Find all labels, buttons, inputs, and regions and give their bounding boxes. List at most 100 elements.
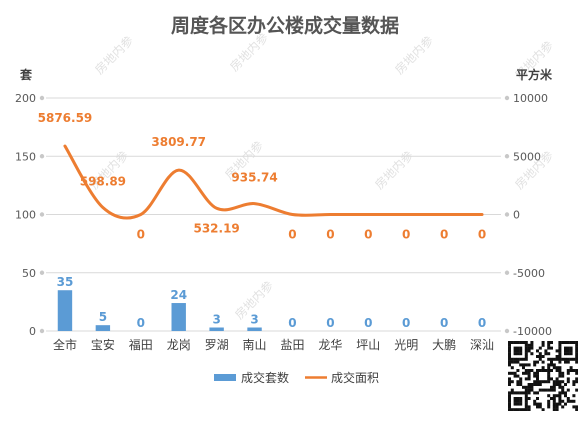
qr-module <box>538 357 542 361</box>
qr-module <box>541 360 545 364</box>
qr-module <box>527 369 531 372</box>
qr-module <box>566 349 570 353</box>
qr-module <box>527 385 531 389</box>
qr-module <box>513 374 517 378</box>
qr-module <box>510 388 514 392</box>
qr-module <box>516 383 520 386</box>
left-tick-marker <box>39 154 45 159</box>
legend-bar-swatch <box>214 374 236 381</box>
qr-module <box>550 377 553 381</box>
qr-module <box>527 346 531 350</box>
qr-module <box>524 355 528 358</box>
qr-module <box>558 357 562 361</box>
qr-module <box>547 405 551 409</box>
qr-module <box>552 388 556 392</box>
qr-module <box>552 357 556 361</box>
qr-module <box>550 388 553 392</box>
qr-module <box>524 394 528 398</box>
qr-module <box>519 383 523 386</box>
qr-module <box>558 374 562 378</box>
qr-module <box>519 402 523 406</box>
qr-module <box>541 355 545 358</box>
qr-module <box>524 371 528 375</box>
qr-module <box>566 397 570 400</box>
qr-module <box>536 360 539 364</box>
qr-module <box>519 352 523 356</box>
qr-code <box>508 341 579 412</box>
category-label: 龙岗 <box>167 338 191 352</box>
qr-module <box>575 360 579 364</box>
bar-value-label: 3 <box>250 313 258 327</box>
qr-module <box>513 346 517 350</box>
qr-module <box>524 352 528 356</box>
category-label: 宝安 <box>91 337 115 352</box>
qr-module <box>561 371 565 375</box>
qr-module <box>550 360 553 364</box>
qr-module <box>533 371 537 375</box>
qr-module <box>519 397 523 400</box>
qr-module <box>508 349 511 353</box>
qr-module <box>552 385 556 389</box>
qr-module <box>544 369 548 372</box>
qr-module <box>519 363 523 367</box>
qr-module <box>558 391 562 395</box>
left-tick-label: 200 <box>15 92 36 105</box>
bar <box>57 290 73 331</box>
qr-module <box>566 399 570 403</box>
qr-module <box>550 357 553 361</box>
qr-module <box>569 352 573 356</box>
right-tick-label: 0 <box>513 209 520 222</box>
watermark-text: 房地内参 <box>392 33 437 78</box>
qr-module <box>508 377 511 381</box>
qr-module <box>575 346 579 350</box>
qr-module <box>564 357 567 361</box>
qr-module <box>530 385 534 389</box>
qr-module <box>550 397 553 400</box>
line-value-label: 0 <box>326 228 334 242</box>
qr-module <box>533 360 537 364</box>
qr-module <box>508 397 511 400</box>
bar-value-label: 0 <box>326 316 334 330</box>
category-label: 坪山 <box>356 338 380 352</box>
bar-value-label: 0 <box>137 316 145 330</box>
qr-module <box>538 388 542 392</box>
qr-module <box>508 352 511 356</box>
qr-module <box>524 391 528 395</box>
qr-module <box>524 402 528 406</box>
qr-module <box>552 408 556 412</box>
qr-module <box>527 408 531 412</box>
qr-module <box>575 355 579 358</box>
qr-module <box>516 360 520 364</box>
qr-module <box>558 369 562 372</box>
left-tick-marker <box>39 212 45 217</box>
qr-module <box>527 343 531 347</box>
qr-module <box>547 374 551 378</box>
qr-module <box>522 366 525 370</box>
qr-module <box>524 369 528 372</box>
qr-module <box>536 402 539 406</box>
qr-module <box>566 380 570 384</box>
qr-module <box>555 394 559 398</box>
left-tick-label: 0 <box>29 325 36 338</box>
qr-module <box>547 366 551 370</box>
right-tick-marker <box>504 328 510 334</box>
legend: 成交套数 成交面积 <box>214 370 379 385</box>
qr-module <box>547 399 551 403</box>
qr-module <box>558 355 562 358</box>
qr-module <box>510 360 514 364</box>
qr-module <box>519 377 523 381</box>
qr-module <box>510 380 514 384</box>
qr-module <box>516 374 520 378</box>
qr-module <box>569 357 573 361</box>
qr-module <box>547 371 551 375</box>
qr-module <box>575 371 579 375</box>
qr-module <box>508 380 511 384</box>
qr-module <box>566 346 570 350</box>
qr-module <box>519 399 523 403</box>
qr-module <box>569 399 573 403</box>
qr-module <box>552 380 556 384</box>
qr-module <box>538 402 542 406</box>
qr-module <box>516 349 520 353</box>
qr-module <box>575 380 579 384</box>
qr-module <box>527 377 531 381</box>
